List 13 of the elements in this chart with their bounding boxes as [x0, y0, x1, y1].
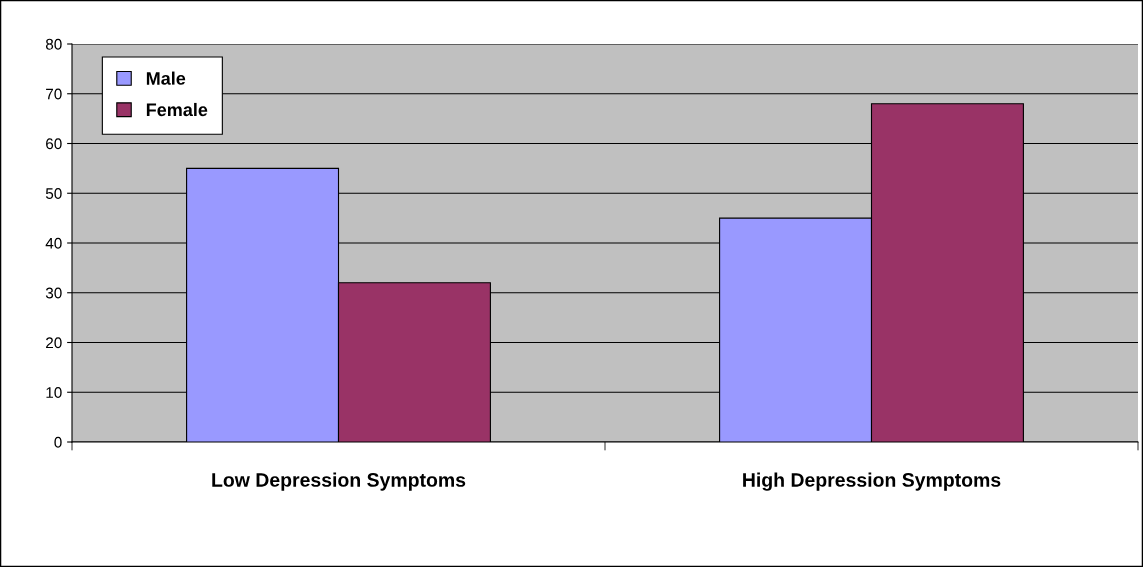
y-tick-label: 60 — [46, 138, 62, 150]
y-tick-label: 50 — [45, 188, 62, 199]
y-tick-label: 70 — [46, 88, 62, 100]
y-tick-label: 30 — [45, 287, 62, 299]
y-tick-label: 40 — [45, 237, 62, 249]
legend-label: Male — [146, 71, 186, 85]
x-tick-label: High Depression Symptoms — [743, 472, 1001, 491]
y-tick-label: 0 — [54, 436, 62, 448]
y-tick-label: 20 — [46, 337, 62, 349]
legend-label: Female — [146, 102, 208, 117]
x-tick-label: Low Depression Symptoms — [212, 472, 466, 491]
y-tick-label: 80 — [45, 38, 62, 50]
y-tick-label: 10 — [46, 387, 62, 398]
